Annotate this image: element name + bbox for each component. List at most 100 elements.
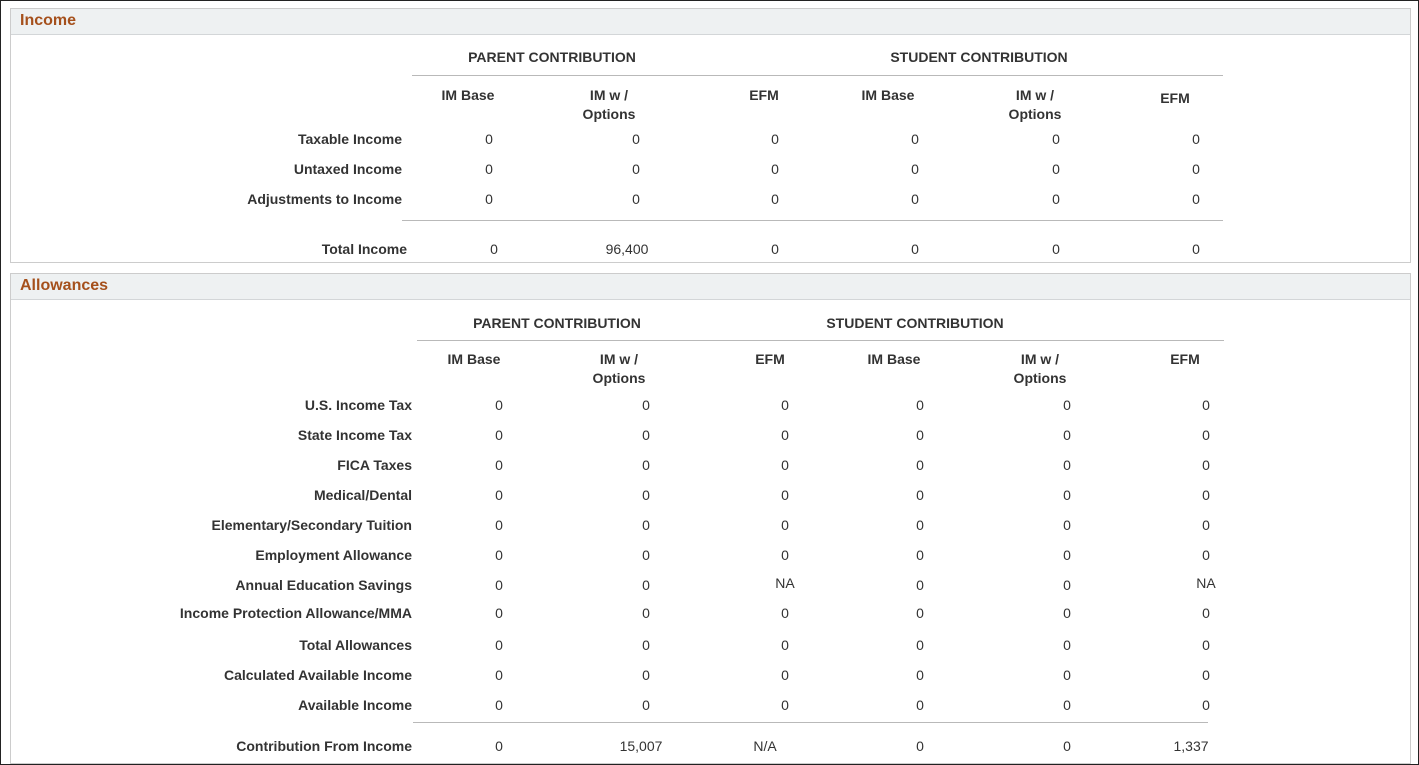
allowances-total-value: N/A bbox=[753, 738, 777, 754]
allowances-row-value: 0 bbox=[642, 427, 650, 443]
allowances-row-label: Calculated Available Income bbox=[223, 667, 412, 683]
allowances-total-value: 0 bbox=[916, 738, 924, 754]
column-header-line1: IM w / bbox=[1020, 351, 1060, 367]
allowances-row-value: NA bbox=[775, 575, 795, 591]
income-row-value: 0 bbox=[485, 131, 493, 147]
income-row-value: 0 bbox=[485, 161, 493, 177]
allowances-row-label: Employment Allowance bbox=[255, 547, 412, 563]
income-row-value: 0 bbox=[771, 131, 779, 147]
allowances-row-value: 0 bbox=[495, 577, 503, 593]
allowances-row-value: 0 bbox=[1202, 605, 1210, 621]
allowances-row-value: 0 bbox=[1202, 517, 1210, 533]
allowances-row-value: 0 bbox=[916, 577, 924, 593]
income-row-value: 0 bbox=[911, 131, 919, 147]
allowances-row-value: 0 bbox=[781, 637, 789, 653]
income-section: Income PARENT CONTRIBUTION STUDENT CONTR… bbox=[10, 8, 1411, 263]
allowances-row-value: 0 bbox=[1202, 487, 1210, 503]
allowances-row-value: 0 bbox=[1202, 697, 1210, 713]
column-header-line1: EFM bbox=[755, 351, 785, 367]
income-row-value: 0 bbox=[771, 161, 779, 177]
column-header-line1: IM w / bbox=[599, 351, 639, 367]
allowances-row-value: 0 bbox=[642, 667, 650, 683]
income-row-value: 0 bbox=[632, 131, 640, 147]
allowances-row-value: 0 bbox=[642, 457, 650, 473]
allowances-row-value: 0 bbox=[781, 517, 789, 533]
income-total-value: 0 bbox=[1192, 241, 1200, 257]
allowances-column-header: IM Base bbox=[868, 350, 921, 369]
allowances-row-value: 0 bbox=[1063, 517, 1071, 533]
income-row-value: 0 bbox=[911, 191, 919, 207]
allowances-row-value: 0 bbox=[1063, 605, 1071, 621]
income-section-title: Income bbox=[11, 9, 1410, 35]
income-column-header: EFM bbox=[1160, 89, 1190, 108]
allowances-row-value: 0 bbox=[916, 667, 924, 683]
allowances-row-label: Available Income bbox=[298, 697, 412, 713]
income-row-label: Adjustments to Income bbox=[247, 191, 402, 207]
allowances-row-value: 0 bbox=[1063, 577, 1071, 593]
column-header-line1: EFM bbox=[1170, 351, 1200, 367]
allowances-row-value: 0 bbox=[642, 577, 650, 593]
allowances-column-header: EFM bbox=[1170, 350, 1200, 369]
allowances-column-header: IM w / Options bbox=[593, 350, 646, 388]
allowances-row-label: Income Protection Allowance/MMA bbox=[179, 605, 412, 621]
allowances-section-title: Allowances bbox=[11, 274, 1410, 300]
allowances-row-value: 0 bbox=[916, 547, 924, 563]
allowances-row-value: 0 bbox=[495, 517, 503, 533]
income-row-value: 0 bbox=[1052, 191, 1060, 207]
allowances-row-value: 0 bbox=[916, 517, 924, 533]
allowances-row-value: 0 bbox=[916, 637, 924, 653]
column-header-line1: IM w / bbox=[1015, 87, 1055, 103]
allowances-row-label: FICA Taxes bbox=[337, 457, 412, 473]
income-total-label: Total Income bbox=[321, 241, 407, 257]
allowances-row-value: 0 bbox=[495, 547, 503, 563]
allowances-row-value: 0 bbox=[916, 487, 924, 503]
allowances-total-value: 0 bbox=[1063, 738, 1071, 754]
allowances-row-value: 0 bbox=[1202, 427, 1210, 443]
allowances-row-value: 0 bbox=[781, 487, 789, 503]
allowances-row-value: 0 bbox=[1202, 667, 1210, 683]
allowances-total-value: 1,337 bbox=[1173, 738, 1209, 754]
allowances-row-value: 0 bbox=[1063, 487, 1071, 503]
column-header-line1: IM Base bbox=[441, 87, 495, 103]
income-row-value: 0 bbox=[1052, 131, 1060, 147]
allowances-row-value: 0 bbox=[1063, 397, 1071, 413]
column-header-line2: Options bbox=[592, 370, 646, 386]
allowances-row-value: 0 bbox=[916, 397, 924, 413]
column-header-line1: IM w / bbox=[589, 87, 629, 103]
allowances-row-value: 0 bbox=[642, 605, 650, 621]
allowances-total-value: 15,007 bbox=[619, 738, 663, 754]
income-student-contribution-header: STUDENT CONTRIBUTION bbox=[890, 49, 1068, 65]
allowances-row-value: 0 bbox=[916, 427, 924, 443]
allowances-row-label: Medical/Dental bbox=[313, 487, 412, 503]
allowances-header-divider bbox=[417, 340, 1224, 341]
allowances-row-value: 0 bbox=[916, 457, 924, 473]
income-parent-contribution-header: PARENT CONTRIBUTION bbox=[468, 49, 636, 65]
allowances-row-label: Annual Education Savings bbox=[235, 577, 412, 593]
allowances-row-value: 0 bbox=[1063, 427, 1071, 443]
income-total-value: 0 bbox=[771, 241, 779, 257]
allowances-row-value: 0 bbox=[1202, 457, 1210, 473]
allowances-row-value: 0 bbox=[642, 517, 650, 533]
income-row-value: 0 bbox=[1192, 131, 1200, 147]
allowances-row-value: 0 bbox=[916, 697, 924, 713]
allowances-row-value: 0 bbox=[781, 427, 789, 443]
allowances-row-value: 0 bbox=[495, 637, 503, 653]
allowances-row-value: 0 bbox=[642, 487, 650, 503]
allowances-column-header: EFM bbox=[755, 350, 785, 369]
column-header-line2: Options bbox=[1008, 106, 1062, 122]
income-total-value: 96,400 bbox=[605, 241, 649, 257]
allowances-section: Allowances PARENT CONTRIBUTION STUDENT C… bbox=[10, 273, 1411, 764]
allowances-row-value: 0 bbox=[495, 605, 503, 621]
allowances-row-value: 0 bbox=[781, 697, 789, 713]
income-column-header: EFM bbox=[749, 86, 779, 105]
income-column-header: IM w / Options bbox=[583, 86, 636, 124]
column-header-line1: IM Base bbox=[861, 87, 915, 103]
income-row-value: 0 bbox=[632, 161, 640, 177]
income-total-divider bbox=[402, 220, 1223, 221]
income-row-label: Taxable Income bbox=[297, 131, 402, 147]
allowances-row-value: 0 bbox=[1063, 667, 1071, 683]
income-row-label: Untaxed Income bbox=[293, 161, 402, 177]
income-column-header: IM Base bbox=[442, 86, 495, 105]
allowances-row-value: 0 bbox=[642, 547, 650, 563]
